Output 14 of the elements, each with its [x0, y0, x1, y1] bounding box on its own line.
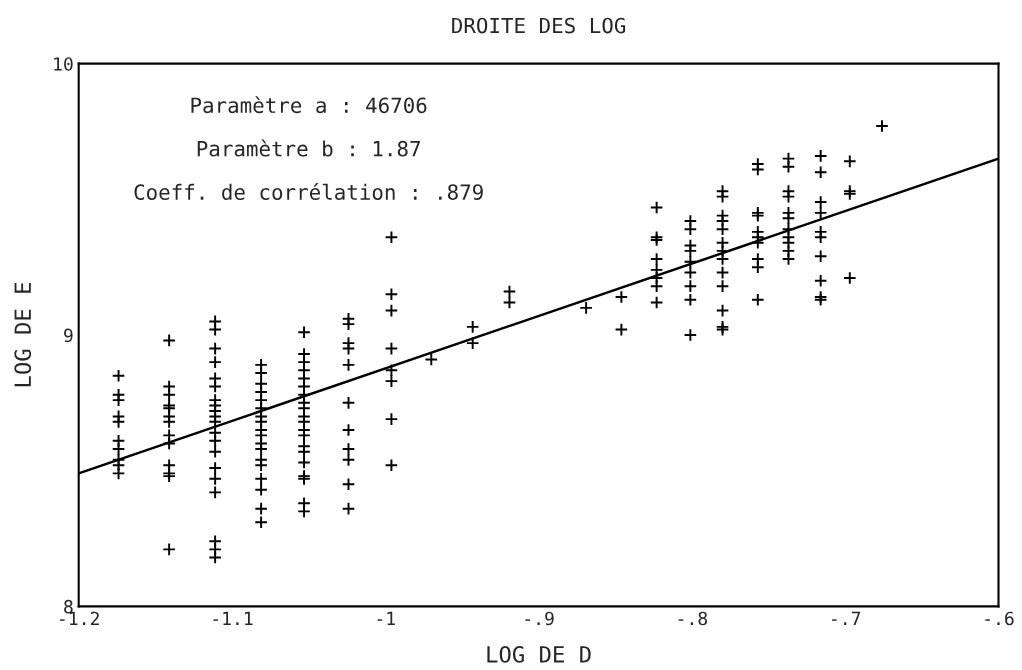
x-tick-label: -.7 [832, 611, 861, 626]
x-tick-label: -1.1 [213, 611, 253, 626]
x-tick-label: -.8 [678, 611, 708, 626]
annotation: Paramètre a : 46706 [191, 96, 427, 114]
y-axis-title: LOG DE E [14, 282, 32, 387]
x-tick-label: -.9 [525, 611, 554, 626]
chart-title: DROITE DES LOG [452, 17, 626, 34]
y-tick-label: 10 [54, 57, 73, 71]
x-axis-title: LOG DE D [487, 645, 591, 663]
x-tick-label: -1 [377, 611, 395, 626]
annotation: Coeff. de corrélation : .879 [134, 183, 483, 200]
y-tick-label: 9 [64, 328, 73, 343]
annotation: Paramètre b : 1.87 [197, 139, 420, 157]
x-tick-label: -.6 [985, 611, 1014, 626]
